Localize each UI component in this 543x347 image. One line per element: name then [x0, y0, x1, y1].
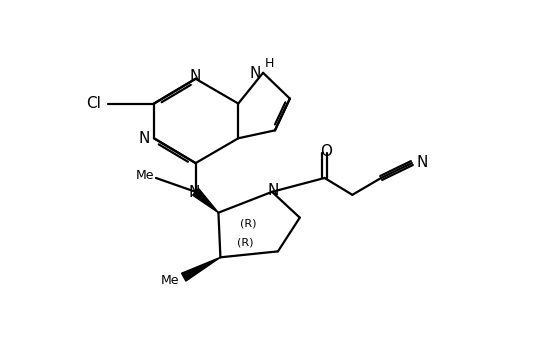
Text: Me: Me	[161, 274, 180, 287]
Text: N: N	[250, 66, 261, 81]
Text: N: N	[267, 183, 279, 198]
Polygon shape	[193, 188, 218, 213]
Text: N: N	[417, 155, 428, 170]
Text: H: H	[265, 57, 274, 70]
Text: (R): (R)	[240, 219, 256, 229]
Text: N: N	[138, 131, 150, 146]
Polygon shape	[181, 257, 220, 281]
Text: O: O	[320, 144, 332, 159]
Text: Cl: Cl	[86, 96, 102, 111]
Text: N: N	[189, 185, 200, 200]
Text: Me: Me	[135, 169, 154, 183]
Text: (R): (R)	[237, 237, 254, 247]
Text: N: N	[190, 69, 201, 84]
